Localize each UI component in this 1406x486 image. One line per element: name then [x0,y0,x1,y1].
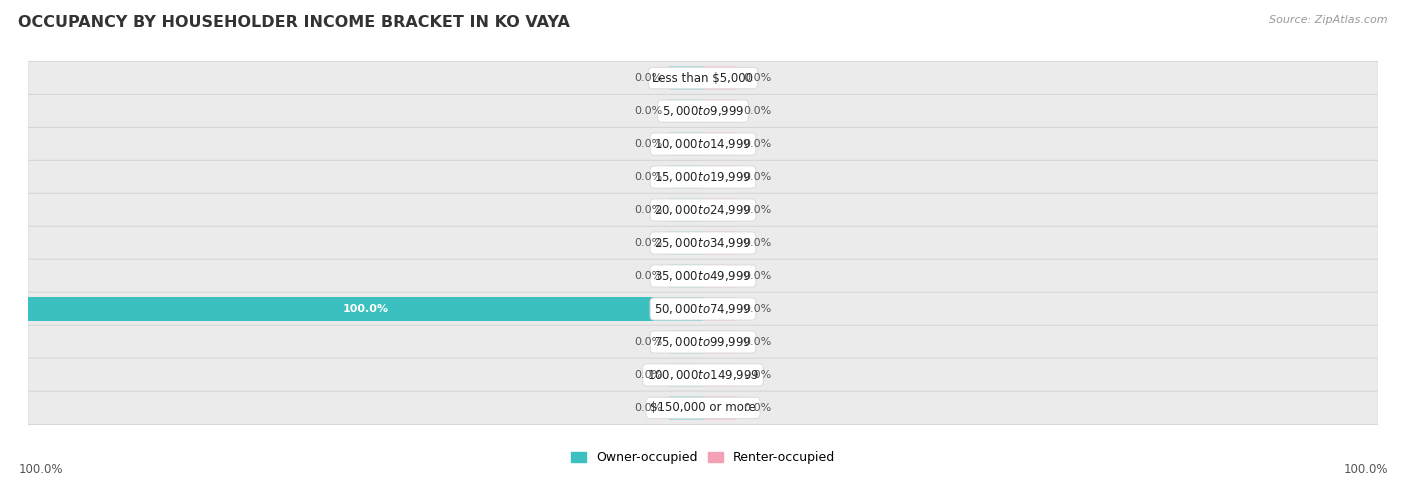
Text: $50,000 to $74,999: $50,000 to $74,999 [654,302,752,316]
Text: 0.0%: 0.0% [634,73,662,83]
Text: Source: ZipAtlas.com: Source: ZipAtlas.com [1270,15,1388,25]
Bar [669,198,703,222]
Bar [669,66,703,90]
Bar [703,264,737,288]
Text: 100.0%: 100.0% [343,304,388,314]
Text: 0.0%: 0.0% [744,304,772,314]
Text: $100,000 to $149,999: $100,000 to $149,999 [647,368,759,382]
Text: 0.0%: 0.0% [744,172,772,182]
FancyBboxPatch shape [28,226,1378,260]
Text: 0.0%: 0.0% [634,337,662,347]
FancyBboxPatch shape [28,193,1378,227]
Text: $150,000 or more: $150,000 or more [650,401,756,415]
FancyBboxPatch shape [28,127,1378,161]
Bar [669,165,703,189]
Bar [703,297,737,321]
Bar [669,330,703,354]
Text: $10,000 to $14,999: $10,000 to $14,999 [654,137,752,151]
Text: Less than $5,000: Less than $5,000 [652,71,754,85]
Bar [669,231,703,255]
Text: 0.0%: 0.0% [634,238,662,248]
Text: $35,000 to $49,999: $35,000 to $49,999 [654,269,752,283]
Text: 0.0%: 0.0% [744,73,772,83]
Text: 0.0%: 0.0% [634,205,662,215]
Text: $5,000 to $9,999: $5,000 to $9,999 [662,104,744,118]
Text: $25,000 to $34,999: $25,000 to $34,999 [654,236,752,250]
Text: 0.0%: 0.0% [634,370,662,380]
Bar [669,396,703,420]
Text: 0.0%: 0.0% [744,238,772,248]
Text: 0.0%: 0.0% [634,403,662,413]
Bar [669,264,703,288]
Bar [669,363,703,387]
Bar [703,99,737,123]
Bar [703,198,737,222]
Text: $15,000 to $19,999: $15,000 to $19,999 [654,170,752,184]
Text: 0.0%: 0.0% [634,271,662,281]
FancyBboxPatch shape [28,325,1378,359]
Bar [703,396,737,420]
Text: 100.0%: 100.0% [18,463,63,476]
Text: 0.0%: 0.0% [744,370,772,380]
Text: 0.0%: 0.0% [744,205,772,215]
Text: 100.0%: 100.0% [1343,463,1388,476]
Bar [703,297,737,321]
FancyBboxPatch shape [28,160,1378,194]
FancyBboxPatch shape [28,391,1378,425]
Bar [703,165,737,189]
FancyBboxPatch shape [28,292,1378,326]
Bar [703,231,737,255]
Text: 0.0%: 0.0% [744,271,772,281]
FancyBboxPatch shape [28,358,1378,392]
Bar [703,132,737,156]
Text: 0.0%: 0.0% [744,139,772,149]
Bar [669,99,703,123]
Text: $20,000 to $24,999: $20,000 to $24,999 [654,203,752,217]
Text: 0.0%: 0.0% [634,106,662,116]
Bar [669,132,703,156]
Bar [703,330,737,354]
Text: 0.0%: 0.0% [744,106,772,116]
FancyBboxPatch shape [28,259,1378,293]
Text: 0.0%: 0.0% [634,172,662,182]
Bar [703,66,737,90]
Text: $75,000 to $99,999: $75,000 to $99,999 [654,335,752,349]
Text: 0.0%: 0.0% [744,403,772,413]
FancyBboxPatch shape [28,61,1378,95]
Legend: Owner-occupied, Renter-occupied: Owner-occupied, Renter-occupied [567,447,839,469]
Bar [28,297,703,321]
FancyBboxPatch shape [28,94,1378,128]
Text: OCCUPANCY BY HOUSEHOLDER INCOME BRACKET IN KO VAYA: OCCUPANCY BY HOUSEHOLDER INCOME BRACKET … [18,15,571,30]
Text: 0.0%: 0.0% [634,139,662,149]
Bar [703,363,737,387]
Text: 0.0%: 0.0% [744,337,772,347]
